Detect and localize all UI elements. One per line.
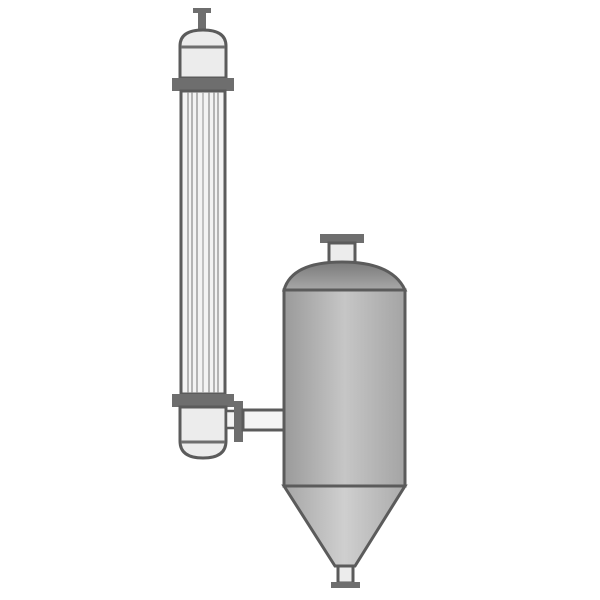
conical-bottom (281, 484, 408, 568)
bottom-tubesheet-flange (172, 394, 234, 407)
bottom-outlet (336, 564, 355, 585)
top-nozzle-flange (193, 8, 211, 13)
top-nozzle (198, 12, 206, 31)
vapor-liquid-separator (281, 234, 408, 588)
bottom-outlet-flange (331, 582, 360, 588)
tube-bundle-lines (187, 92, 219, 393)
top-head (178, 28, 228, 80)
separator-dome (282, 260, 408, 292)
separator-top-flange (320, 234, 364, 243)
top-tubesheet-flange (172, 78, 234, 91)
separator-body (282, 288, 407, 488)
bottom-head (178, 405, 228, 460)
heat-exchanger (172, 8, 234, 460)
pipe-flange (234, 401, 243, 442)
